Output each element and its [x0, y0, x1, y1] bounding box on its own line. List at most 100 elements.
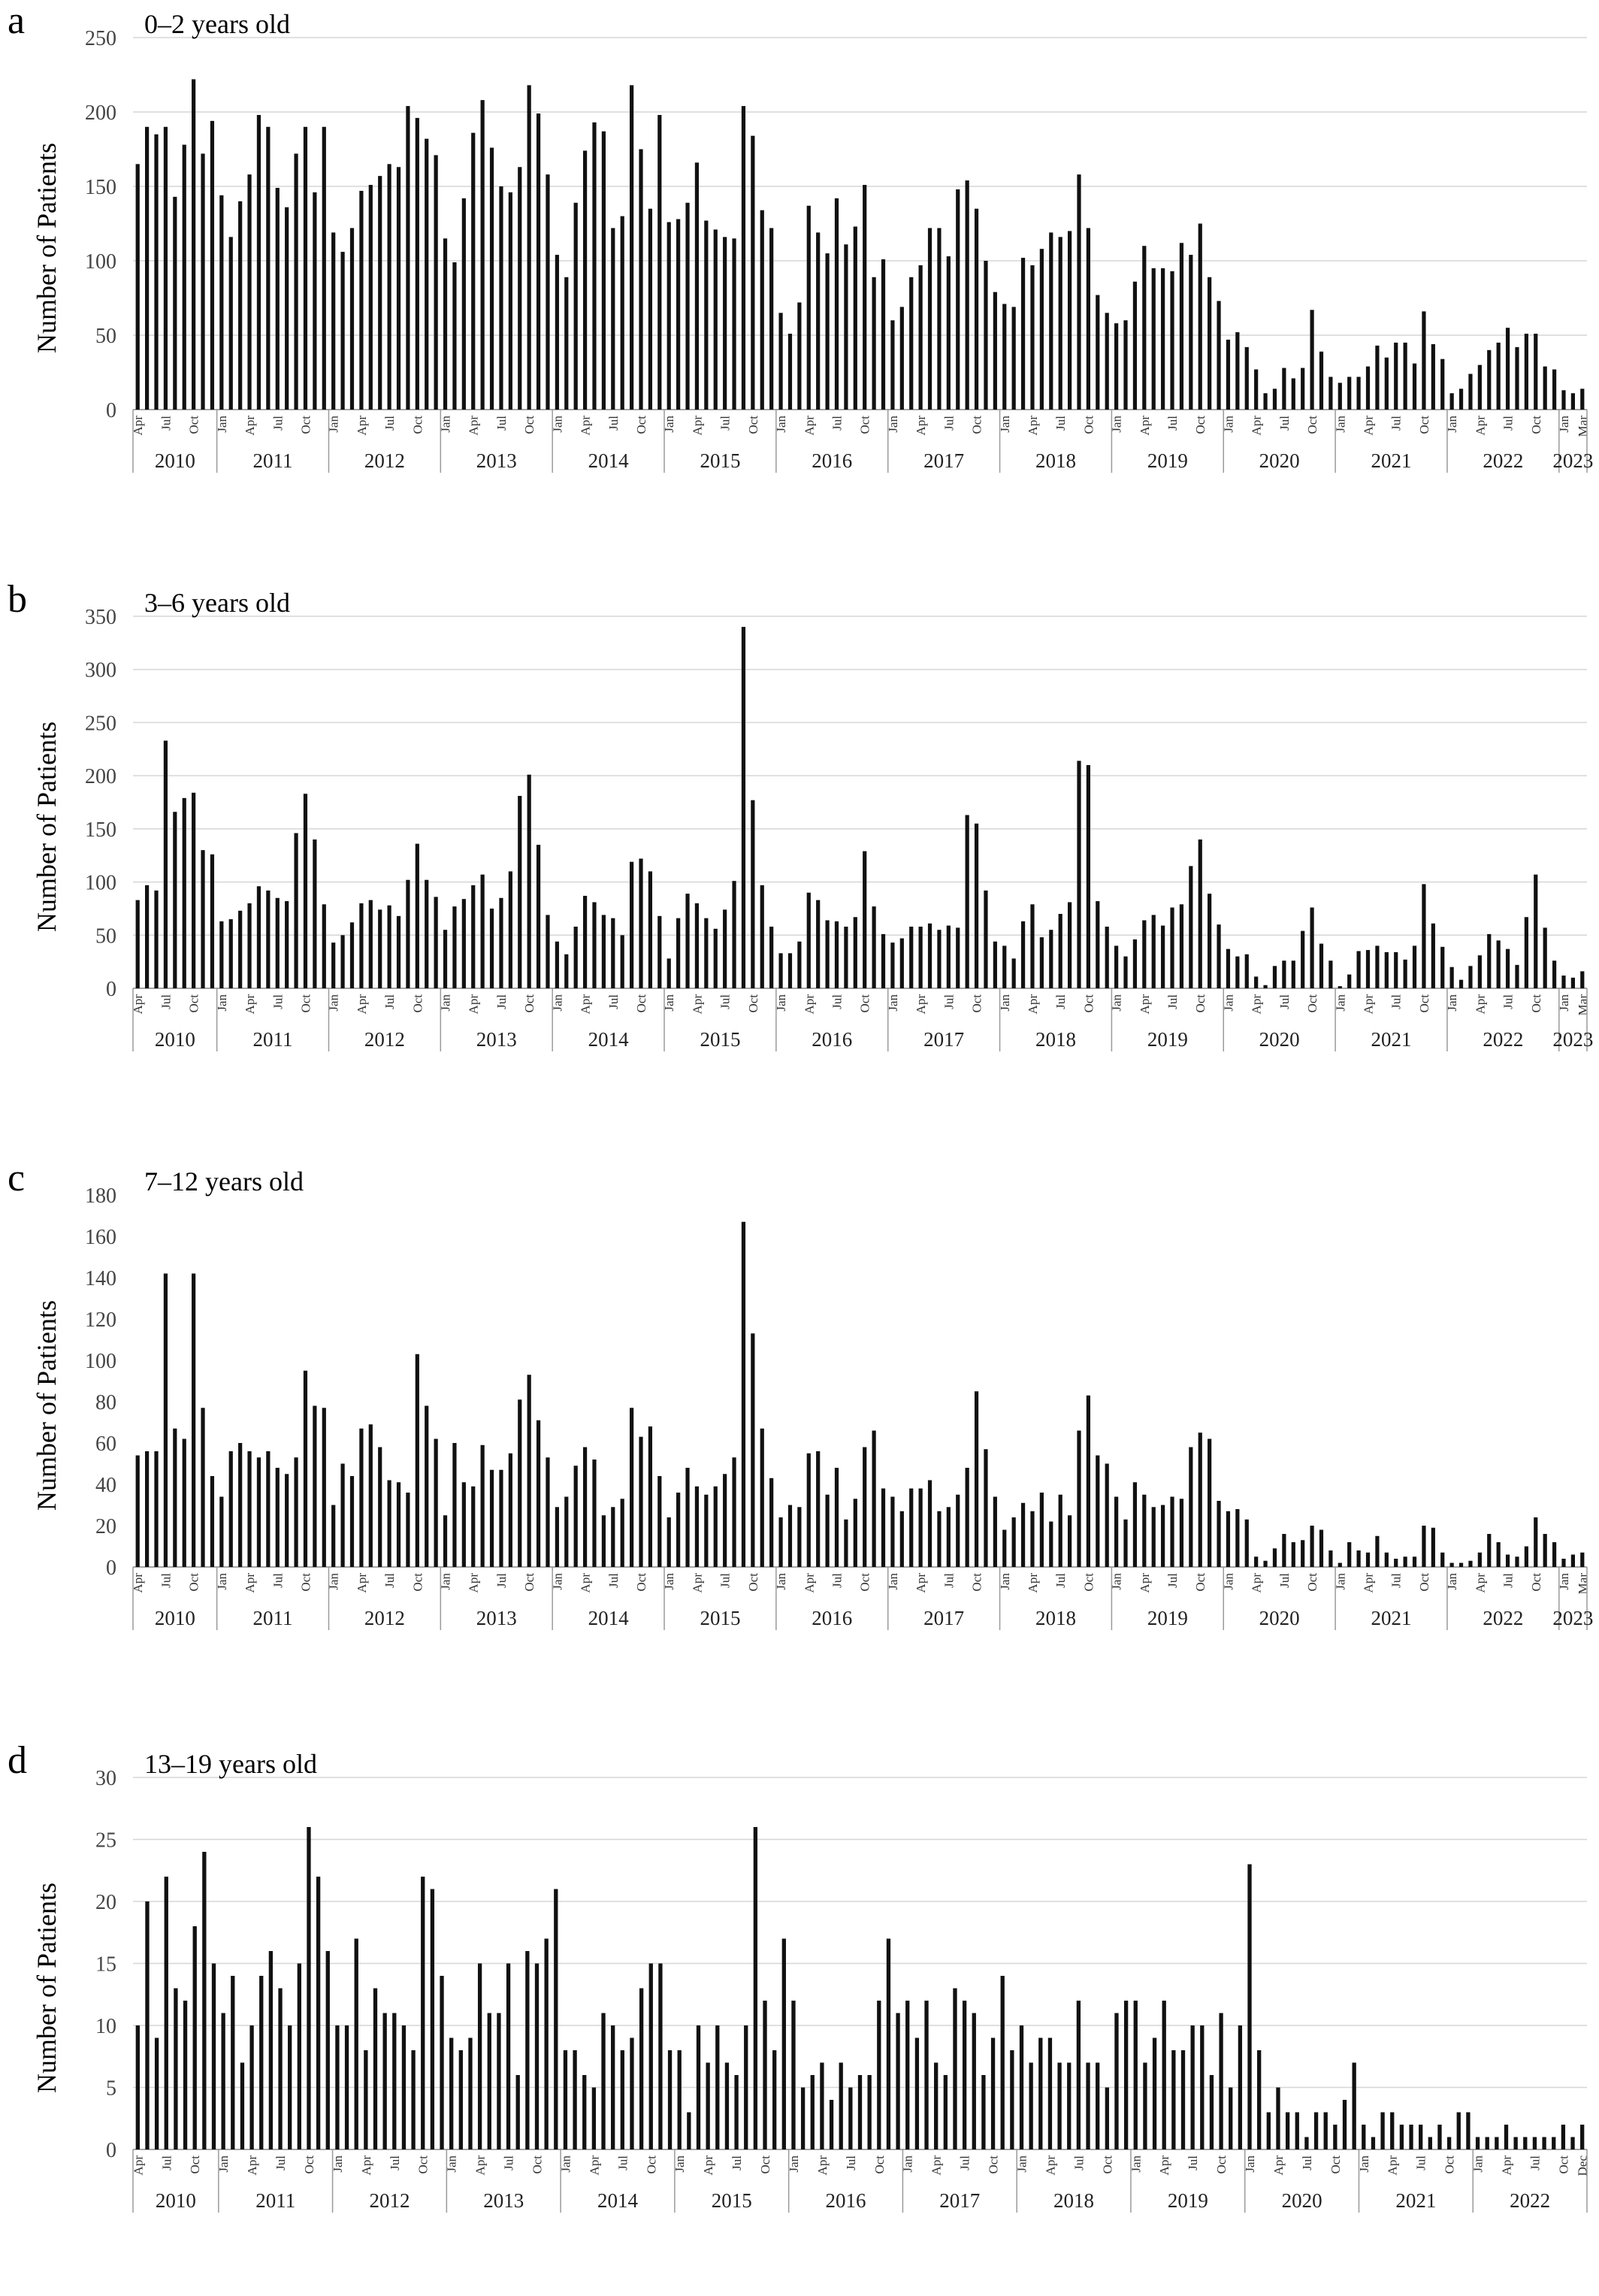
bar — [918, 926, 923, 988]
year-label: 2011 — [253, 1607, 293, 1629]
bar — [1362, 2125, 1366, 2149]
bar — [340, 252, 345, 410]
bar — [1523, 2137, 1528, 2149]
bar — [1133, 2001, 1138, 2149]
bar — [1114, 2013, 1119, 2149]
bar — [1235, 956, 1240, 988]
bar — [1365, 950, 1371, 988]
month-tick-label: Jan — [1221, 1573, 1235, 1590]
bar — [769, 926, 774, 988]
bar — [285, 1474, 289, 1567]
bar — [648, 1426, 653, 1567]
bar — [667, 958, 671, 988]
y-axis-label: Number of Patients — [32, 721, 62, 932]
bar — [839, 2062, 843, 2149]
bar — [1487, 1534, 1492, 1567]
bar — [349, 1476, 355, 1567]
bar — [1338, 383, 1342, 410]
bar — [667, 222, 671, 410]
bar — [163, 1273, 168, 1567]
month-tick-label: Apr — [587, 2155, 601, 2176]
bar — [863, 851, 867, 988]
bar — [704, 918, 709, 988]
bar — [1310, 310, 1314, 410]
bar — [392, 2013, 397, 2149]
bar — [1347, 1542, 1352, 1567]
bar — [676, 219, 681, 410]
bar — [536, 1420, 541, 1567]
bar — [914, 2037, 920, 2149]
bar — [145, 1901, 150, 2149]
bar — [1543, 1534, 1547, 1567]
bar — [1029, 2062, 1033, 2149]
month-tick-label: Jul — [1389, 416, 1404, 431]
month-tick-label: Apr — [355, 994, 369, 1015]
month-tick-label: Oct — [970, 416, 984, 434]
bar — [518, 1399, 522, 1567]
month-tick-label: Apr — [131, 2155, 145, 2176]
bar — [1534, 1517, 1538, 1567]
month-tick-label: Jan — [327, 994, 341, 1012]
month-tick-label: Jan — [327, 416, 341, 433]
bar — [1342, 2100, 1347, 2149]
bar — [471, 885, 476, 988]
month-tick-label: Apr — [929, 2155, 944, 2176]
bar — [816, 232, 821, 410]
month-tick-label: Apr — [914, 994, 928, 1015]
bar — [1440, 358, 1445, 410]
month-tick-label: Oct — [187, 416, 201, 434]
bar — [648, 1963, 653, 2149]
bar — [406, 1493, 410, 1567]
bar — [443, 1515, 448, 1567]
bar — [449, 2037, 454, 2149]
month-tick-label: Apr — [802, 994, 816, 1015]
bar — [687, 2112, 691, 2149]
bar — [1515, 1556, 1519, 1567]
bar — [546, 1457, 550, 1567]
bar — [1282, 960, 1286, 988]
bar — [154, 134, 159, 410]
bar — [1319, 351, 1324, 410]
bar — [564, 954, 569, 988]
month-tick-label: Jul — [159, 1573, 173, 1588]
month-tick-label: Jan — [1445, 994, 1459, 1012]
bar — [1534, 334, 1538, 410]
bar — [1096, 2062, 1100, 2149]
bar — [899, 307, 904, 410]
bar — [1412, 363, 1417, 410]
bar — [723, 1474, 727, 1567]
bar — [872, 1430, 876, 1567]
bar — [1301, 368, 1305, 410]
bar — [331, 232, 336, 410]
month-tick-label: Apr — [243, 416, 257, 436]
bar — [499, 897, 503, 988]
bar — [278, 1988, 283, 2149]
month-tick-label: Jan — [774, 1573, 788, 1590]
bar — [192, 792, 196, 988]
month-tick-label: Jul — [388, 2155, 402, 2170]
bar — [238, 201, 243, 410]
bar — [1282, 1534, 1286, 1567]
bar — [639, 1436, 643, 1567]
bar — [1058, 1494, 1062, 1567]
month-tick-label: Jul — [718, 416, 733, 431]
bar — [1038, 2037, 1043, 2149]
bar — [1198, 223, 1202, 410]
bar — [927, 1480, 932, 1567]
month-tick-label: Jan — [445, 2155, 459, 2173]
month-tick-label: Apr — [1473, 994, 1487, 1015]
bar — [387, 164, 391, 410]
bar — [173, 812, 177, 988]
bar — [744, 2025, 748, 2149]
bar — [527, 774, 531, 988]
month-tick-label: Jul — [606, 1573, 621, 1588]
panel-letter: b — [8, 578, 27, 621]
bar — [313, 1405, 317, 1567]
bar — [368, 185, 373, 410]
bar — [1319, 943, 1324, 988]
bar — [1356, 377, 1361, 410]
year-label: 2017 — [923, 1028, 964, 1051]
bar — [202, 1852, 207, 2149]
month-tick-label: Mar — [1576, 1573, 1590, 1595]
bar — [425, 1405, 429, 1567]
